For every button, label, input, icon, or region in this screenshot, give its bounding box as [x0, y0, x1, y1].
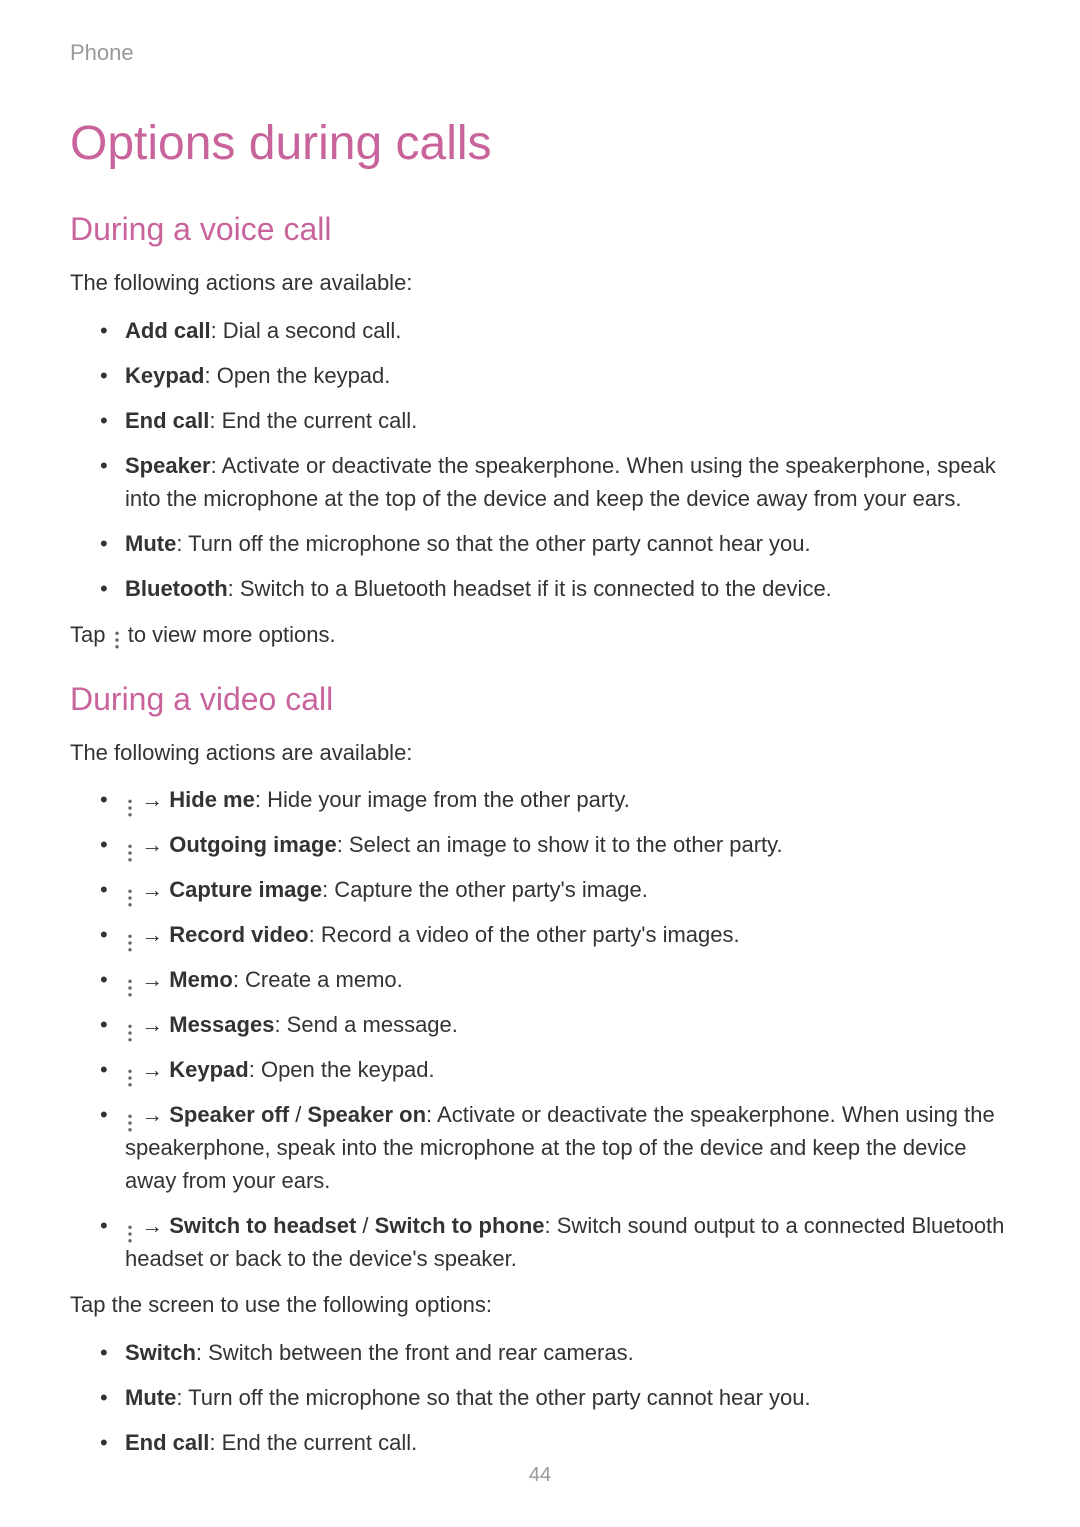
list-item: → Switch to headset / Switch to phone: S… [100, 1209, 1010, 1275]
item-sep: / [356, 1213, 374, 1238]
arrow-icon: → [141, 787, 163, 812]
section1-title: During a voice call [70, 211, 1010, 248]
arrow-icon: → [141, 922, 163, 947]
section1-outro: Tap to view more options. [70, 620, 1010, 651]
arrow-icon: → [141, 1102, 163, 1127]
more-options-icon [125, 973, 135, 991]
more-options-icon [125, 883, 135, 901]
item-bold: Record video [169, 922, 308, 947]
section2-list2: Switch: Switch between the front and rea… [70, 1336, 1010, 1459]
list-item: → Hide me: Hide your image from the othe… [100, 783, 1010, 816]
outro-prefix: Tap [70, 622, 112, 647]
list-item: Mute: Turn off the microphone so that th… [100, 527, 1010, 560]
list-item: Speaker: Activate or deactivate the spea… [100, 449, 1010, 515]
list-item: Keypad: Open the keypad. [100, 359, 1010, 392]
item-bold: Memo [169, 967, 233, 992]
item-text: : Hide your image from the other party. [255, 787, 630, 812]
section2-intro: The following actions are available: [70, 738, 1010, 769]
section1-intro: The following actions are available: [70, 268, 1010, 299]
page-number: 44 [529, 1464, 551, 1487]
more-options-icon [125, 928, 135, 946]
list-item: → Messages: Send a message. [100, 1008, 1010, 1041]
item-bold: Keypad [125, 363, 204, 388]
more-options-icon [125, 1219, 135, 1237]
item-text: : Turn off the microphone so that the ot… [176, 1385, 810, 1410]
item-bold: Switch to headset [169, 1213, 356, 1238]
list-item: → Capture image: Capture the other party… [100, 873, 1010, 906]
arrow-icon: → [141, 832, 163, 857]
arrow-icon: → [141, 877, 163, 902]
item-bold: Bluetooth [125, 576, 228, 601]
arrow-icon: → [141, 967, 163, 992]
list-item: Add call: Dial a second call. [100, 314, 1010, 347]
more-options-icon [125, 1018, 135, 1036]
list-item: → Memo: Create a memo. [100, 963, 1010, 996]
item-bold: Messages [169, 1012, 274, 1037]
item-bold: Speaker off [169, 1102, 289, 1127]
section1-list: Add call: Dial a second call. Keypad: Op… [70, 314, 1010, 605]
section2-title: During a video call [70, 681, 1010, 718]
section2-mid-text: Tap the screen to use the following opti… [70, 1290, 1010, 1321]
item-text: : Select an image to show it to the othe… [337, 832, 783, 857]
list-item: End call: End the current call. [100, 1426, 1010, 1459]
item-bold2: Switch to phone [375, 1213, 545, 1238]
more-options-icon [112, 627, 122, 645]
item-bold: End call [125, 408, 209, 433]
item-bold: Speaker [125, 453, 211, 478]
item-text: : End the current call. [209, 1430, 417, 1455]
header-label: Phone [70, 40, 1010, 66]
arrow-icon: → [141, 1057, 163, 1082]
item-bold: Switch [125, 1340, 196, 1365]
more-options-icon [125, 1108, 135, 1126]
item-bold2: Speaker on [307, 1102, 426, 1127]
item-text: : Switch to a Bluetooth headset if it is… [228, 576, 832, 601]
item-bold: Mute [125, 1385, 176, 1410]
list-item: Mute: Turn off the microphone so that th… [100, 1381, 1010, 1414]
item-text: : End the current call. [209, 408, 417, 433]
item-bold: Outgoing image [169, 832, 336, 857]
list-item: Bluetooth: Switch to a Bluetooth headset… [100, 572, 1010, 605]
arrow-icon: → [141, 1213, 163, 1238]
item-text: : Turn off the microphone so that the ot… [176, 531, 810, 556]
section2-list: → Hide me: Hide your image from the othe… [70, 783, 1010, 1275]
item-bold: Add call [125, 318, 211, 343]
item-bold: End call [125, 1430, 209, 1455]
item-text: : Record a video of the other party's im… [309, 922, 740, 947]
more-options-icon [125, 793, 135, 811]
more-options-icon [125, 1063, 135, 1081]
arrow-icon: → [141, 1012, 163, 1037]
item-text: : Dial a second call. [211, 318, 402, 343]
main-title: Options during calls [70, 116, 1010, 171]
outro-suffix: to view more options. [122, 622, 336, 647]
list-item: → Outgoing image: Select an image to sho… [100, 828, 1010, 861]
item-text: : Open the keypad. [204, 363, 390, 388]
item-text: : Capture the other party's image. [322, 877, 648, 902]
item-sep: / [289, 1102, 307, 1127]
item-bold: Keypad [169, 1057, 248, 1082]
list-item: → Speaker off / Speaker on: Activate or … [100, 1098, 1010, 1197]
list-item: → Keypad: Open the keypad. [100, 1053, 1010, 1086]
item-text: : Create a memo. [233, 967, 403, 992]
item-text: : Activate or deactivate the speakerphon… [125, 453, 996, 511]
item-text: : Send a message. [274, 1012, 457, 1037]
more-options-icon [125, 838, 135, 856]
item-text: : Open the keypad. [249, 1057, 435, 1082]
item-bold: Hide me [169, 787, 255, 812]
item-bold: Mute [125, 531, 176, 556]
list-item: End call: End the current call. [100, 404, 1010, 437]
item-bold: Capture image [169, 877, 322, 902]
list-item: Switch: Switch between the front and rea… [100, 1336, 1010, 1369]
item-text: : Switch between the front and rear came… [196, 1340, 634, 1365]
list-item: → Record video: Record a video of the ot… [100, 918, 1010, 951]
